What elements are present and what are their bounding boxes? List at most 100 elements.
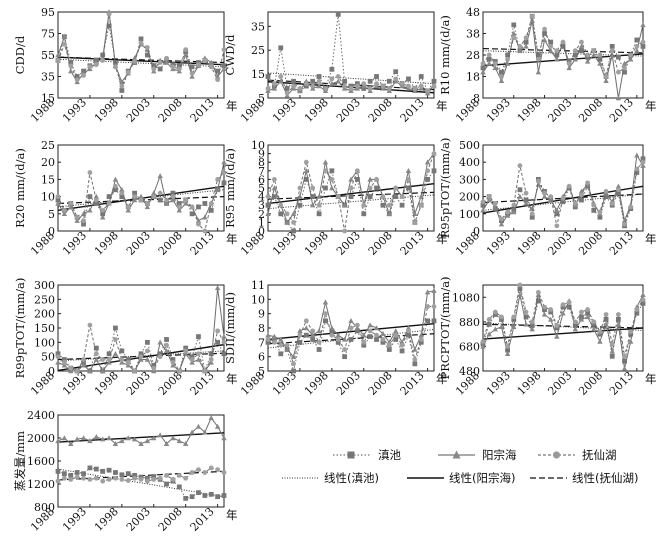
point-fuxianhu — [535, 56, 541, 62]
y-tick-label: 800 — [34, 501, 55, 514]
point-fuxianhu — [380, 337, 386, 342]
point-fuxianhu — [361, 202, 367, 208]
point-dianchi — [81, 360, 86, 365]
point-dianchi — [208, 207, 214, 213]
point-dianchi — [196, 204, 201, 210]
point-fuxianhu — [393, 332, 399, 338]
point-fuxianhu — [591, 202, 597, 208]
point-yangzonghai — [341, 336, 348, 342]
point-yangzonghai — [278, 78, 284, 84]
point-yangzonghai — [498, 221, 505, 227]
point-fuxianhu — [425, 304, 431, 309]
point-yangzonghai — [55, 200, 61, 206]
point-fuxianhu — [535, 178, 541, 184]
point-dianchi — [93, 466, 99, 472]
point-dianchi — [87, 465, 93, 471]
point-dianchi — [61, 357, 67, 362]
point-yangzonghai — [309, 202, 316, 208]
point-yangzonghai — [486, 197, 492, 203]
legend-item-trend-fuxianhu: 线性(抚仙湖) — [530, 471, 638, 485]
point-yangzonghai — [195, 217, 202, 223]
x-tick-label: 2008 — [156, 505, 185, 534]
x-tick-label: 2013 — [607, 96, 636, 125]
point-fuxianhu — [164, 342, 169, 348]
point-fuxianhu — [113, 183, 118, 189]
point-yangzonghai — [106, 359, 112, 365]
point-fuxianhu — [603, 312, 609, 317]
point-dianchi — [535, 52, 541, 58]
x-tick-label: 2013 — [188, 229, 217, 258]
point-dianchi — [523, 314, 529, 320]
point-dianchi — [189, 354, 195, 360]
point-yangzonghai — [99, 436, 106, 442]
point-fuxianhu — [138, 354, 144, 360]
y-tick-label: 25 — [41, 139, 55, 152]
point-yangzonghai — [335, 332, 341, 338]
point-yangzonghai — [361, 332, 367, 338]
point-yangzonghai — [297, 328, 303, 334]
point-yangzonghai — [535, 69, 542, 75]
point-yangzonghai — [431, 287, 437, 293]
point-fuxianhu — [511, 35, 517, 41]
point-dianchi — [480, 65, 486, 71]
point-yangzonghai — [138, 193, 144, 199]
point-fuxianhu — [189, 470, 195, 475]
point-yangzonghai — [316, 83, 322, 89]
point-yangzonghai — [584, 314, 591, 320]
y-tick-label: 5 — [258, 182, 265, 195]
point-fuxianhu — [361, 339, 367, 345]
point-yangzonghai — [634, 47, 640, 53]
point-fuxianhu — [585, 52, 591, 58]
point-yangzonghai — [202, 429, 208, 435]
legend: 滇池 阳宗海 抚仙湖 线性(滇池) 线性(阳宗海) 线性(抚仙湖) — [282, 448, 638, 485]
point-fuxianhu — [554, 48, 560, 54]
point-dianchi — [265, 74, 271, 79]
point-fuxianhu — [412, 357, 418, 362]
point-yangzonghai — [348, 176, 354, 182]
point-yangzonghai — [112, 440, 119, 446]
point-dianchi — [523, 197, 529, 203]
point-fuxianhu — [634, 307, 640, 312]
point-dianchi — [74, 470, 80, 475]
point-fuxianhu — [374, 81, 379, 87]
point-dianchi — [386, 347, 392, 352]
point-dianchi — [399, 202, 405, 208]
point-yangzonghai — [572, 56, 579, 62]
point-dianchi — [566, 304, 572, 310]
point-fuxianhu — [303, 318, 309, 324]
point-dianchi — [480, 202, 486, 208]
point-dianchi — [106, 467, 112, 473]
point-yangzonghai — [572, 326, 579, 332]
point-fuxianhu — [81, 218, 86, 224]
point-yangzonghai — [221, 333, 227, 339]
y-tick-label: 50 — [41, 351, 55, 364]
point-yangzonghai — [640, 22, 646, 28]
point-dianchi — [406, 332, 411, 338]
y-axis-label: R99pTOT/(mm/a) — [13, 278, 27, 379]
point-dianchi — [560, 304, 566, 310]
point-fuxianhu — [68, 365, 74, 371]
point-fuxianhu — [603, 74, 609, 79]
point-fuxianhu — [106, 477, 112, 482]
point-dianchi — [132, 190, 138, 196]
point-fuxianhu — [585, 307, 591, 312]
point-yangzonghai — [202, 214, 208, 220]
point-dianchi — [215, 68, 221, 74]
x-tick-label: 1998 — [92, 369, 121, 398]
y-tick-label: 25 — [251, 44, 265, 57]
point-yangzonghai — [486, 60, 492, 66]
point-yangzonghai — [157, 432, 163, 438]
point-yangzonghai — [119, 438, 125, 444]
x-tick-label: 2008 — [156, 96, 185, 125]
point-fuxianhu — [597, 209, 603, 215]
point-dianchi — [221, 351, 227, 357]
point-dianchi — [554, 211, 560, 217]
point-dianchi — [316, 211, 322, 217]
point-dianchi — [151, 362, 157, 368]
point-fuxianhu — [74, 368, 80, 374]
point-dianchi — [323, 185, 328, 191]
point-yangzonghai — [131, 436, 138, 442]
x-tick-label: 2008 — [576, 369, 605, 398]
point-fuxianhu — [609, 201, 615, 206]
